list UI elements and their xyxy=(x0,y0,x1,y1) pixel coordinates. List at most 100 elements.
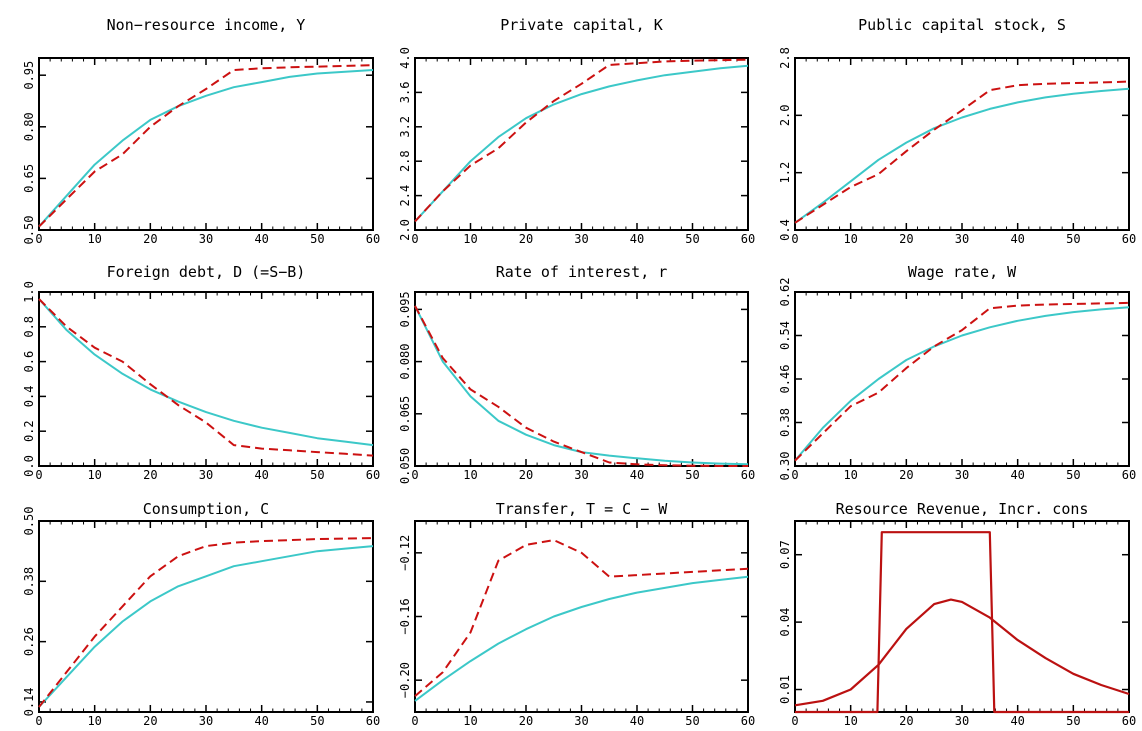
x-tick-label: 20 xyxy=(899,232,913,246)
y-tick-label: 3.6 xyxy=(398,82,412,104)
y-tick-label: 3.2 xyxy=(398,116,412,138)
y-tick-label: 0.50 xyxy=(22,216,36,245)
y-tick-label: 0.14 xyxy=(22,687,36,716)
x-tick-label: 0 xyxy=(35,714,42,728)
x-tick-label: 20 xyxy=(143,468,157,482)
y-tick-label: 2.8 xyxy=(778,47,792,69)
plot-frame xyxy=(414,291,749,467)
x-tick-label: 50 xyxy=(685,468,699,482)
x-tick-label: 0 xyxy=(35,468,42,482)
y-tick-label: 2.0 xyxy=(778,104,792,126)
series-line-solid xyxy=(414,305,749,466)
y-tick-label: 0.01 xyxy=(778,675,792,704)
panel-title: Foreign debt, D (=S−B) xyxy=(107,263,306,281)
series-line-dashed xyxy=(794,80,1130,224)
x-tick-label: 50 xyxy=(685,232,699,246)
y-tick-label: 0.4 xyxy=(778,219,792,241)
x-tick-label: 60 xyxy=(366,468,380,482)
y-tick-label: 0.95 xyxy=(22,61,36,90)
panel-title: Private capital, K xyxy=(500,16,663,34)
series-line-dashed xyxy=(38,537,374,708)
x-tick-label: 40 xyxy=(1010,468,1024,482)
series-line-solid xyxy=(38,298,374,447)
x-tick-label: 10 xyxy=(87,232,101,246)
plot-frame xyxy=(414,520,749,713)
y-tick-label: 0.65 xyxy=(22,164,36,193)
x-tick-label: 20 xyxy=(143,714,157,728)
y-tick-label: −0.20 xyxy=(398,662,412,698)
plot-frame xyxy=(794,520,1130,713)
y-tick-label: 0.6 xyxy=(22,351,36,373)
series-line-solid xyxy=(794,306,1130,462)
panel-public-capital-stock-s: Public capital stock, S 0 10 20 30 40 50 60 0.4 1… xyxy=(778,16,1136,246)
x-tick-label: 30 xyxy=(199,468,213,482)
y-tick-label: 0.2 xyxy=(22,420,36,442)
x-tick-label: 10 xyxy=(463,714,477,728)
panel-wage-rate-w: Wage rate, W 0 10 20 30 40 50 60 0.30 0.38 0.46 0.5… xyxy=(778,263,1136,482)
y-tick-label: 0.07 xyxy=(778,540,792,569)
series-line-dashed xyxy=(38,298,374,457)
y-tick-label: 0.38 xyxy=(778,408,792,437)
x-tick-label: 50 xyxy=(310,232,324,246)
plot-frame xyxy=(38,57,374,231)
x-tick-label: 40 xyxy=(1010,714,1024,728)
y-tick-label: 0.50 xyxy=(22,507,36,536)
panel-title: Resource Revenue, Incr. cons xyxy=(836,500,1089,518)
panel-consumption-c: Consumption, C 0 10 20 30 40 50 60 0.14 0.26 0.38 0… xyxy=(22,500,380,728)
y-tick-label: 0.080 xyxy=(398,344,412,380)
y-tick-label: −0.16 xyxy=(398,598,412,634)
x-tick-label: 60 xyxy=(741,714,755,728)
x-tick-label: 10 xyxy=(463,232,477,246)
panel-non-resource-income-y: Non−resource income, Y 0 10 20 30 40 50 60 0.50 0… xyxy=(22,16,380,246)
x-tick-label: 40 xyxy=(1010,232,1024,246)
x-tick-label: 0 xyxy=(411,714,418,728)
y-tick-label: 0.4 xyxy=(22,386,36,408)
series-line-dashed xyxy=(414,58,749,223)
x-tick-label: 0 xyxy=(791,232,798,246)
y-tick-label: 4.0 xyxy=(398,47,412,69)
x-tick-label: 10 xyxy=(843,468,857,482)
y-tick-label: 0.050 xyxy=(398,448,412,484)
x-tick-label: 20 xyxy=(519,468,533,482)
y-tick-label: 2.4 xyxy=(398,185,412,207)
series-line-resource xyxy=(795,531,1129,714)
y-tick-label: 0.26 xyxy=(22,627,36,656)
x-tick-label: 50 xyxy=(310,468,324,482)
x-tick-label: 30 xyxy=(199,232,213,246)
panel-title: Consumption, C xyxy=(143,500,269,518)
panel-foreign-debt-d-s-b: Foreign debt, D (=S−B) 0 10 20 30 40 50 60 0.0 0.… xyxy=(22,263,380,482)
x-tick-label: 20 xyxy=(899,468,913,482)
y-tick-label: 0.80 xyxy=(22,112,36,141)
series-line-solid xyxy=(414,64,749,223)
x-tick-label: 0 xyxy=(35,232,42,246)
series-line-solid xyxy=(38,545,374,708)
panel-transfer-t-c-w: Transfer, T = C − W 0 10 20 30 40 50 60 −0.20 −0.… xyxy=(398,500,755,728)
panel-rate-of-interest-r: Rate of interest, r 0 10 20 30 40 50 60 0.050 0.0… xyxy=(398,263,755,484)
x-tick-label: 30 xyxy=(955,232,969,246)
series-line-solid xyxy=(38,69,374,228)
x-tick-label: 40 xyxy=(630,714,644,728)
x-tick-label: 10 xyxy=(843,714,857,728)
x-tick-label: 10 xyxy=(463,468,477,482)
x-tick-label: 40 xyxy=(254,468,268,482)
series-line-solid xyxy=(794,87,1130,224)
x-tick-label: 20 xyxy=(519,714,533,728)
y-tick-label: 2.8 xyxy=(398,150,412,172)
x-tick-label: 30 xyxy=(955,714,969,728)
y-tick-label: 0.065 xyxy=(398,396,412,432)
x-tick-label: 40 xyxy=(254,232,268,246)
x-tick-label: 50 xyxy=(685,714,699,728)
x-tick-label: 0 xyxy=(791,468,798,482)
x-tick-label: 0 xyxy=(411,232,418,246)
plot-frame xyxy=(38,520,374,713)
y-tick-label: 0.30 xyxy=(778,452,792,481)
series-line-solid xyxy=(414,575,749,702)
panel-title: Transfer, T = C − W xyxy=(496,500,669,518)
series-line-dashed xyxy=(794,301,1130,462)
x-tick-label: 60 xyxy=(1122,714,1136,728)
x-tick-label: 40 xyxy=(254,714,268,728)
panel-title: Wage rate, W xyxy=(908,263,1017,281)
series-line-dashed xyxy=(414,539,749,697)
y-tick-label: 0.8 xyxy=(22,316,36,338)
